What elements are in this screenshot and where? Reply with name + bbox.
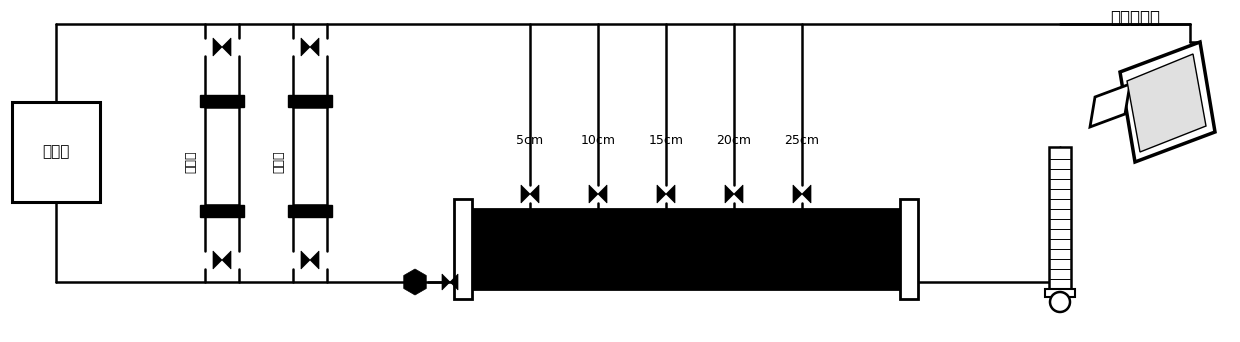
- Bar: [205, 107, 239, 205]
- Polygon shape: [802, 185, 811, 203]
- Polygon shape: [450, 274, 458, 290]
- Polygon shape: [589, 185, 598, 203]
- Text: 25cm: 25cm: [785, 134, 820, 147]
- Polygon shape: [657, 185, 666, 203]
- Bar: [454, 199, 472, 299]
- Bar: [288, 95, 332, 107]
- Polygon shape: [213, 251, 222, 269]
- Polygon shape: [404, 269, 427, 295]
- Text: 催化剂: 催化剂: [273, 151, 285, 173]
- Polygon shape: [1090, 84, 1130, 127]
- Polygon shape: [213, 38, 222, 56]
- Bar: [200, 205, 244, 217]
- Polygon shape: [1127, 54, 1207, 152]
- Bar: [293, 107, 327, 205]
- Text: 活性炭: 活性炭: [185, 151, 197, 173]
- Text: 压力传感器: 压力传感器: [1110, 9, 1159, 27]
- Polygon shape: [725, 185, 734, 203]
- Polygon shape: [734, 185, 743, 203]
- Polygon shape: [529, 185, 539, 203]
- Bar: [900, 199, 918, 299]
- Polygon shape: [598, 185, 608, 203]
- Circle shape: [1050, 292, 1070, 312]
- Text: 平流泵: 平流泵: [42, 145, 69, 159]
- Polygon shape: [222, 251, 231, 269]
- Text: 15cm: 15cm: [649, 134, 683, 147]
- Bar: [1049, 147, 1071, 291]
- Polygon shape: [441, 274, 450, 290]
- Bar: [288, 205, 332, 217]
- Bar: [12, 102, 100, 202]
- Bar: [200, 95, 244, 107]
- Polygon shape: [222, 38, 231, 56]
- Bar: [1045, 289, 1075, 297]
- Polygon shape: [301, 38, 310, 56]
- Bar: [472, 209, 900, 289]
- Polygon shape: [794, 185, 802, 203]
- Polygon shape: [310, 38, 319, 56]
- Text: 20cm: 20cm: [717, 134, 751, 147]
- Polygon shape: [666, 185, 675, 203]
- Polygon shape: [1120, 42, 1215, 162]
- Polygon shape: [301, 251, 310, 269]
- Text: 5cm: 5cm: [516, 134, 543, 147]
- Text: 10cm: 10cm: [580, 134, 615, 147]
- Polygon shape: [521, 185, 529, 203]
- Polygon shape: [310, 251, 319, 269]
